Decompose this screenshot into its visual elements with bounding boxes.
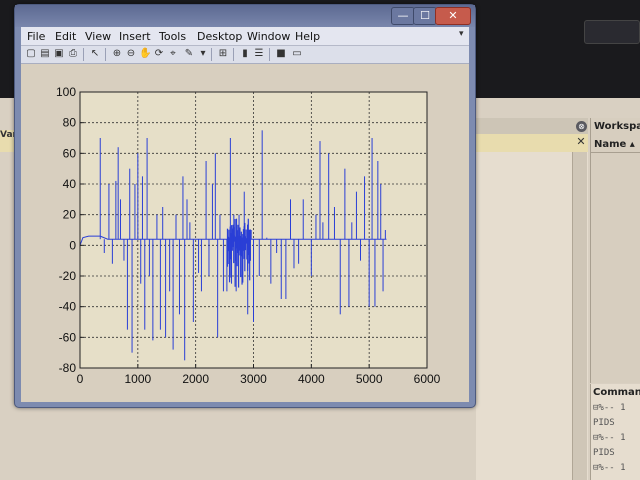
command-history-title: Command [593,387,640,398]
edit-plot-icon[interactable]: ↖ [90,48,100,59]
figure-canvas[interactable]: 0 1000 2000 3000 4000 5000 6000 -80 -60 -40 -20 0 20… [21,64,469,402]
zoom-in-icon[interactable]: ⊕ [112,48,122,59]
menu-tools[interactable]: Tools [159,30,187,43]
figure-window: — ☐ ✕ File Edit View Insert Tools Deskto… [14,4,476,408]
y-tick-label: 40 [63,177,77,191]
editor-panel-header [476,118,588,135]
hide-plot-tools-icon[interactable]: ■ [276,48,286,59]
y-tick-label: -60 [59,330,77,344]
series-baseline [79,235,387,246]
variable-editor-tab[interactable]: Vari [0,130,18,152]
maximize-button[interactable]: ☐ [413,7,437,25]
toolbar-separator [269,48,270,61]
y-tick-label: -20 [59,269,77,283]
menu-bar: File Edit View Insert Tools Desktop Wind… [21,27,469,46]
save-icon[interactable]: ▣ [54,48,64,59]
x-tick-label: 1000 [124,372,151,386]
menu-help[interactable]: Help [295,30,321,43]
command-history-item[interactable]: PIDS [593,448,615,458]
brush-dropdown-icon[interactable]: ▾ [200,48,206,59]
colorbar-icon[interactable]: ▮ [242,48,248,59]
command-history-item[interactable]: ⊟%-- 1 [593,433,626,443]
menu-window[interactable]: Window [247,30,291,43]
y-tick-label: 100 [56,85,76,99]
minimize-button[interactable]: — [391,7,415,25]
y-tick-label: -80 [59,361,77,375]
workspace-panel [590,118,640,383]
editor-scrollbar[interactable] [572,152,587,480]
x-tick-label: 6000 [414,372,441,386]
menu-edit[interactable]: Edit [55,30,77,43]
y-tick-label: -40 [59,300,77,314]
rotate-3d-icon[interactable]: ⟳ [154,48,164,59]
panel-close-icon[interactable]: ✕ [576,135,586,148]
panel-dock-icon[interactable]: ⊗ [576,121,587,132]
toolbar-separator [83,48,84,61]
command-history-panel [590,384,640,480]
open-file-icon[interactable]: ▤ [40,48,50,59]
x-tick-label: 5000 [356,372,383,386]
command-history-item[interactable]: PIDS [593,418,615,428]
zoom-out-icon[interactable]: ⊖ [126,48,136,59]
y-tick-label: 20 [63,208,77,222]
brush-icon[interactable]: ✎ [184,48,194,59]
workspace-header-divider [590,152,640,153]
data-cursor-icon[interactable]: ⌖ [170,48,176,59]
variable-editor-tab-label: Vari [0,130,18,140]
command-history-item[interactable]: ⊟%-- 1 [593,403,626,413]
figure-titlebar[interactable]: — ☐ ✕ [15,5,475,27]
toolbar-separator [233,48,234,61]
menu-view[interactable]: View [85,30,112,43]
print-icon[interactable]: ⎙ [69,48,77,59]
x-tick-label: 4000 [298,372,325,386]
editor-panel-body [476,152,588,480]
x-tick-label: 2000 [182,372,209,386]
data-layer [79,130,387,361]
toolbar-separator [105,48,106,61]
menu-overflow-icon[interactable]: ▾ [459,29,464,39]
menu-insert[interactable]: Insert [119,30,151,43]
workspace-title: Workspace [594,121,640,132]
menu-file[interactable]: File [27,30,46,43]
show-plot-tools-icon[interactable]: ▭ [292,48,302,59]
legend-icon[interactable]: ☰ [254,48,264,59]
figure-toolbar: ▢ ▤ ▣ ⎙ ↖ ⊕ ⊖ ✋ ⟳ ⌖ ✎ ▾ ⊞ ▮ ☰ ■ ▭ [21,46,469,64]
x-tick-label: 0 [77,372,84,386]
toolbar-separator [211,48,212,61]
plot-svg[interactable]: 0 1000 2000 3000 4000 5000 6000 -80 -60 -40 -20 0 20… [21,64,469,402]
link-plot-icon[interactable]: ⊞ [218,48,228,59]
workspace-name-column-header[interactable]: Name ▴ [594,139,635,150]
tick-layer: 0 1000 2000 3000 4000 5000 6000 -80 -60 -40 -20 0 20… [56,85,441,386]
new-figure-icon[interactable]: ▢ [26,48,36,59]
menu-desktop[interactable]: Desktop [197,30,243,43]
pan-icon[interactable]: ✋ [139,48,152,59]
y-tick-label: 0 [69,238,76,252]
y-tick-label: 80 [63,116,77,130]
x-tick-label: 3000 [240,372,267,386]
y-tick-label: 60 [63,146,77,160]
editor-panel-tabbar [476,134,588,152]
close-button[interactable]: ✕ [435,7,471,25]
command-history-item[interactable]: ⊟%-- 1 [593,463,626,473]
taskbar-button[interactable] [584,20,640,44]
